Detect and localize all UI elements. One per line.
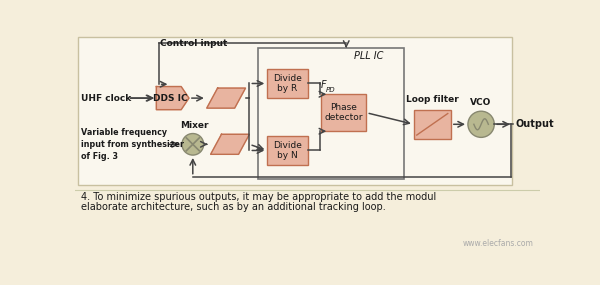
Text: Divide
by R: Divide by R [273, 74, 302, 93]
Text: Phase
detector: Phase detector [325, 103, 363, 123]
Text: PD: PD [325, 87, 335, 93]
Text: Divide
by N: Divide by N [273, 141, 302, 160]
Text: Loop filter: Loop filter [406, 95, 458, 103]
Text: Control input: Control input [160, 39, 227, 48]
Bar [267, 136, 308, 165]
Polygon shape [211, 134, 250, 154]
Bar [413, 110, 451, 139]
Text: UHF clock: UHF clock [81, 93, 131, 103]
Text: Mixer: Mixer [180, 121, 209, 130]
Text: VCO: VCO [470, 97, 492, 107]
Polygon shape [157, 87, 189, 110]
Text: Variable frequency
input from synthesizer
of Fig. 3: Variable frequency input from synthesize… [81, 128, 184, 161]
Polygon shape [207, 88, 245, 108]
Bar [78, 37, 512, 185]
Bar [258, 48, 404, 179]
Text: 4. To minimize spurious outputs, it may be appropriate to add the modul: 4. To minimize spurious outputs, it may … [81, 192, 436, 202]
Text: F: F [320, 80, 326, 90]
Circle shape [182, 134, 203, 155]
Text: PLL IC: PLL IC [354, 51, 383, 61]
Circle shape [468, 111, 494, 137]
Text: DDS IC: DDS IC [153, 93, 188, 103]
Bar [267, 69, 308, 98]
Bar [322, 94, 367, 131]
Text: www.elecfans.com: www.elecfans.com [463, 239, 534, 248]
Text: Output: Output [515, 119, 554, 129]
Text: elaborate architecture, such as by an additional tracking loop.: elaborate architecture, such as by an ad… [81, 202, 386, 212]
